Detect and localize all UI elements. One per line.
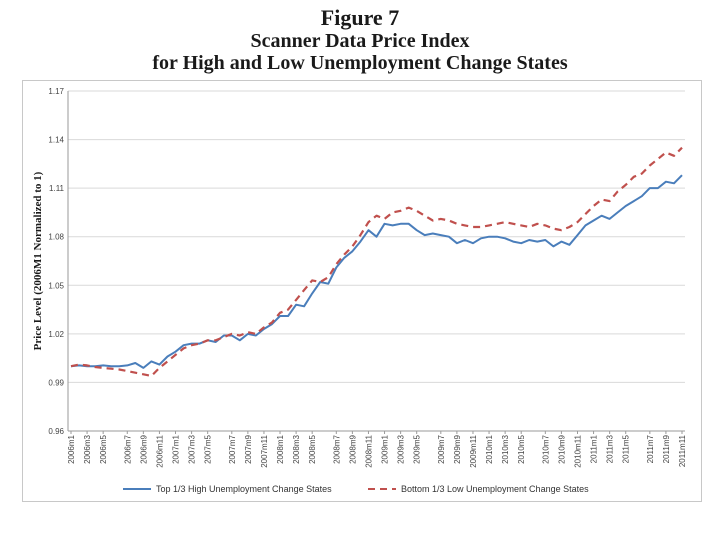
x-tick-label: 2007m7	[228, 434, 237, 463]
x-tick-label: 2009m7	[437, 434, 446, 463]
x-tick-label: 2010m9	[557, 434, 566, 463]
x-tick-label: 2006m1	[67, 434, 76, 463]
series-line-low-unemployment	[70, 146, 683, 378]
x-tick-label: 2007m3	[188, 434, 197, 463]
x-tick-label: 2009m5	[413, 434, 422, 463]
x-tick-label: 2011m7	[646, 434, 655, 463]
y-tick-label: 1.08	[48, 233, 64, 242]
y-tick-label: 1.14	[48, 136, 64, 145]
series-layer	[70, 146, 683, 378]
y-tick-label: 1.17	[48, 87, 64, 96]
figure-title-block: Figure 7 Scanner Data Price Index for Hi…	[0, 5, 720, 75]
x-tick-label: 2011m11	[678, 434, 687, 467]
x-tick-label: 2008m7	[332, 434, 341, 463]
x-tick-label: 2008m5	[308, 434, 317, 463]
x-tick-label: 2009m9	[453, 434, 462, 463]
y-tick-label: 0.96	[48, 427, 64, 436]
x-tick-label: 2009m1	[381, 434, 390, 463]
x-tick-label: 2006m9	[139, 434, 148, 463]
figure-title-line1: Scanner Data Price Index	[250, 30, 470, 52]
figure-title-line2: for High and Low Unemployment Change Sta…	[152, 52, 568, 74]
legend: Top 1/3 High Unemployment Change States B…	[123, 484, 589, 494]
chart-frame: 0.96 0.99 1.02 1.05 1.08 1.11 1.14 1.17 2006m1 20…	[22, 80, 702, 502]
x-tick-label: 2008m9	[348, 434, 357, 463]
x-tick-label: 2006m3	[83, 434, 92, 463]
x-tick-label: 2007m9	[244, 434, 253, 463]
x-tick-label: 2010m7	[541, 434, 550, 463]
x-tick-label: 2007m11	[260, 434, 269, 467]
grid-layer	[68, 90, 685, 432]
x-tick-label: 2008m3	[292, 434, 301, 463]
y-axis-label: Price Level (2006M1 Normalized to 1)	[32, 171, 44, 350]
x-tick-label: 2010m11	[573, 434, 582, 467]
figure-label: Figure 7	[320, 5, 400, 30]
series-line-high-unemployment	[70, 174, 683, 369]
x-tick-label: 2006m11	[155, 434, 164, 467]
x-tick-label: 2008m11	[364, 434, 373, 467]
y-tick-label: 1.02	[48, 330, 64, 339]
label-layer: 0.96 0.99 1.02 1.05 1.08 1.11 1.14 1.17 2006m1 20…	[32, 87, 687, 468]
x-tick-label: 2011m9	[662, 434, 671, 463]
x-tick-label: 2010m1	[485, 434, 494, 463]
legend-high-unemployment-label: Top 1/3 High Unemployment Change States	[156, 484, 332, 494]
x-tick-label: 2007m5	[204, 434, 213, 463]
axis-layer	[67, 91, 685, 434]
x-tick-label: 2011m1	[590, 434, 599, 463]
x-tick-label: 2009m11	[469, 434, 478, 467]
x-tick-label: 2006m5	[99, 434, 108, 463]
x-tick-label: 2010m3	[501, 434, 510, 463]
line-chart: 0.96 0.99 1.02 1.05 1.08 1.11 1.14 1.17 2006m1 20…	[32, 87, 687, 494]
x-tick-label: 2010m5	[517, 434, 526, 463]
x-tick-label: 2007m1	[172, 434, 181, 463]
y-tick-label: 0.99	[48, 378, 64, 387]
y-tick-label: 1.11	[49, 184, 65, 193]
x-tick-label: 2008m1	[276, 434, 285, 463]
y-tick-label: 1.05	[48, 281, 64, 290]
legend-low-unemployment-label: Bottom 1/3 Low Unemployment Change State…	[401, 484, 589, 494]
x-tick-label: 2011m3	[606, 434, 615, 463]
x-tick-label: 2006m7	[123, 434, 132, 463]
x-tick-label: 2009m3	[397, 434, 406, 463]
x-tick-label: 2011m5	[622, 434, 631, 463]
